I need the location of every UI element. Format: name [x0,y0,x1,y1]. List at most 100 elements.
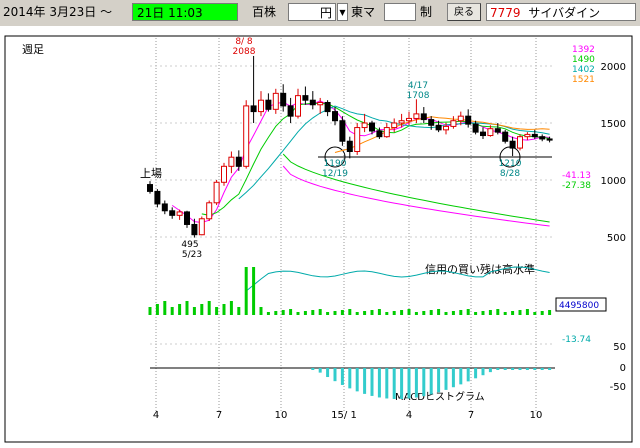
candle-body [435,124,442,131]
macd-histogram-bar [355,368,359,392]
candle-body [265,99,272,110]
macd-histogram-bar [407,368,411,399]
candle-body [346,140,353,152]
apr-peak-date-annotation: 4/17 [408,81,428,91]
candle-body [413,113,420,119]
candle-body [369,122,375,132]
volume-bar [148,307,152,315]
margin-balance-line [245,266,550,292]
candle-body [228,156,235,167]
macd-histogram-bar [511,368,515,370]
volume-bar [318,309,322,315]
currency-select[interactable]: 円 [288,3,336,21]
macd-histogram-bar [548,368,552,370]
margin-balance-line [245,266,550,292]
macd-histogram-bar [474,368,478,379]
macd-histogram-bar [533,368,537,370]
ma-legend-value: 1402 [572,65,595,75]
candle-body [383,127,390,138]
volume-bar [296,312,300,315]
macd-histogram-bar [311,368,315,370]
volume-bar [274,311,278,315]
candle-body [487,128,494,137]
volume-bar [215,307,219,315]
volume-bar [540,311,544,315]
volume-bar [429,310,433,315]
candle-body [184,211,190,225]
volume-value: 4495800 [559,301,599,311]
candle-body [250,105,257,113]
support-left-value: 1190 [324,159,347,169]
low-value-annotation: 495 [181,240,198,250]
candle-body [361,122,368,129]
volume-bar [422,311,426,315]
volume-bar [229,301,233,315]
volume-bar [496,309,500,315]
price-tick: 2000 [601,62,626,73]
candle-body [213,181,220,204]
candle-body [221,165,227,183]
macd-histogram-bar [481,368,485,376]
macd-histogram-bar [340,368,344,385]
macd-histogram-bar [348,368,352,389]
market-field[interactable] [384,3,416,21]
candle-body [324,101,331,113]
candle-body [302,95,309,101]
macd-histogram-bar [525,368,529,370]
volume-bar [466,309,470,315]
volume-bar [326,312,330,315]
market-label: 東マ [351,5,376,19]
macd-histogram-bar [466,368,470,382]
candle-body [280,92,287,107]
apr-peak-value-annotation: 1708 [407,91,430,101]
support-right-date: 8/28 [500,169,520,179]
volume-bar [348,309,352,315]
date-range-end[interactable]: 21日 11:03 [132,3,238,21]
moving-average-line [334,116,550,153]
x-tick-label: 7 [468,410,474,421]
macd-histogram-bar [437,368,441,393]
oscillator-legend-value: -41.13 [562,171,591,181]
volume-bar [407,309,411,315]
volume-bar [377,309,381,315]
x-tick-label: 4 [406,410,412,421]
toolbar: 2014年 3月23日 ～ 21日 11:03 百株 円 ▼ 東マ 制 戻る 7… [0,0,640,26]
moving-average-line [201,102,550,216]
price-tick: 1000 [601,176,626,187]
candle-body [147,184,153,192]
high-date-annotation: 8/ 8 [235,37,253,47]
candle-body [376,130,383,138]
unit-label: 百株 [252,5,277,19]
volume-bar [163,301,167,315]
low-date-annotation: 5/23 [182,250,202,260]
back-button[interactable]: 戻る [447,3,481,21]
volume-bar [222,304,226,315]
x-tick-label: 4 [153,410,159,421]
volume-bar [525,309,529,315]
macd-tick: 50 [613,342,626,353]
candle-body [339,120,346,142]
volume-bar [451,311,455,315]
volume-bar [185,301,189,315]
support-left-date: 12/19 [322,169,348,179]
stock-code: 7779 [490,6,521,20]
volume-bar [459,310,463,315]
candle-body [465,115,472,125]
macd-tick: 0 [620,363,626,374]
volume-bar [333,311,337,315]
volume-bar [259,307,263,315]
chart-frame [4,35,633,443]
macd-histogram-bar [318,368,322,373]
macd-histogram-bar [392,368,396,399]
stock-name: サイバダイン [528,6,601,20]
volume-bar [340,310,344,315]
volume-bar [474,312,478,315]
date-range-start[interactable]: 2014年 3月23日 ～ [3,5,113,19]
stock-field[interactable]: 7779 サイバダイン [486,3,636,21]
chevron-down-icon[interactable]: ▼ [337,3,348,21]
volume-bar [192,307,196,315]
candle-body [354,127,361,152]
candle-body [480,131,486,137]
volume-bar [444,312,448,315]
